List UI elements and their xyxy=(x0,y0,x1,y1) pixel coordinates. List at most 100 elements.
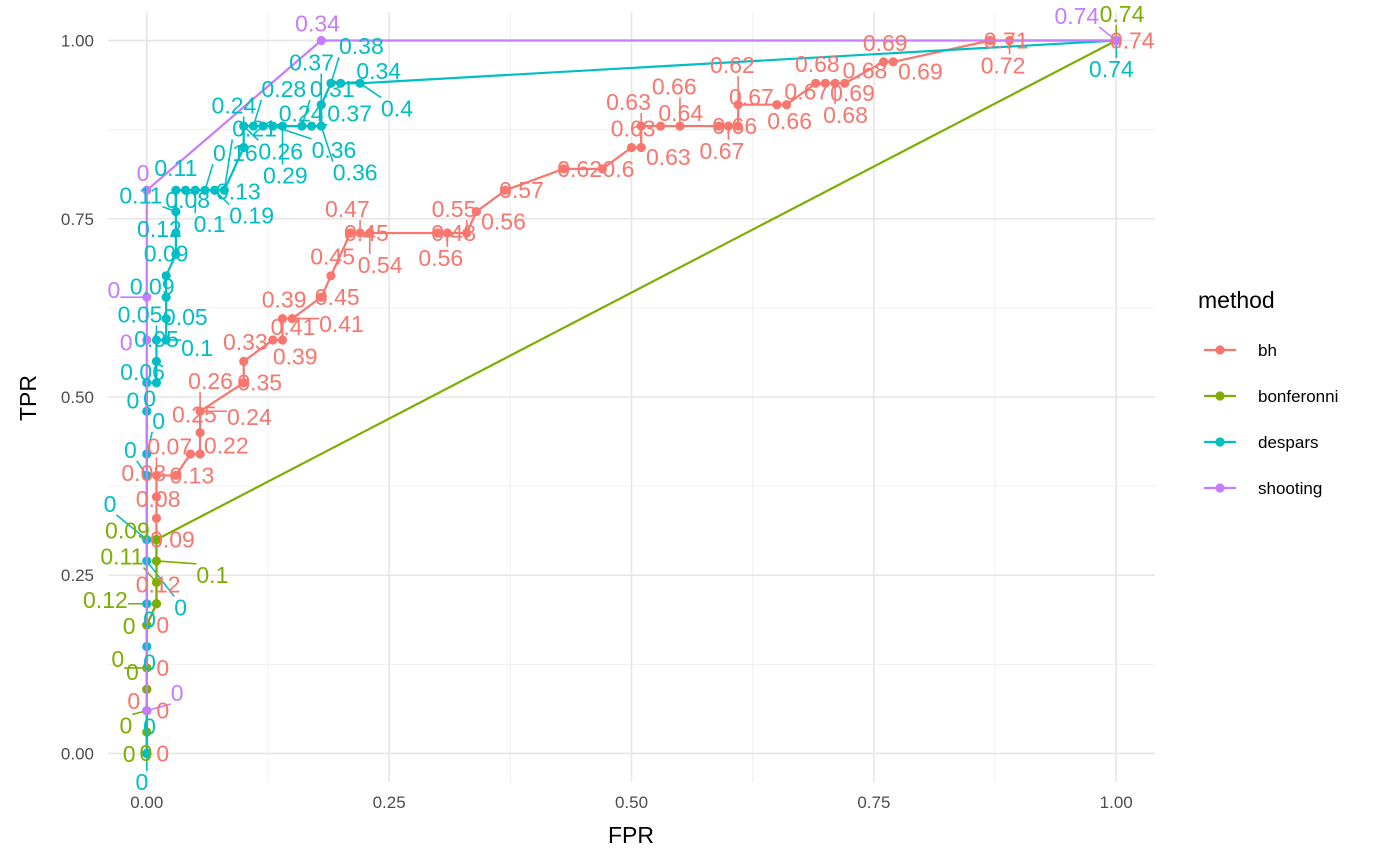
point-label: 0.34 xyxy=(295,10,340,36)
point-label: 0.37 xyxy=(289,50,334,76)
legend-item-bonferonni: bonferonni xyxy=(1204,387,1338,406)
data-point xyxy=(636,142,646,153)
data-point xyxy=(161,313,171,324)
point-label: 0.31 xyxy=(310,76,355,102)
series-line-shooting xyxy=(145,39,1117,711)
data-point xyxy=(151,492,162,502)
point-label: 0.05 xyxy=(134,326,179,352)
data-point xyxy=(151,378,162,388)
point-label: 0.54 xyxy=(358,252,403,278)
point-label: 0 xyxy=(137,160,150,186)
data-point xyxy=(277,121,288,131)
data-point xyxy=(142,335,152,345)
point-label: 0 xyxy=(126,388,139,414)
point-label: 0.62 xyxy=(710,52,755,78)
data-point xyxy=(210,185,220,195)
y-tick-label: 0.00 xyxy=(61,744,94,763)
y-axis-title: TPR xyxy=(15,375,41,421)
point-label: 0 xyxy=(127,688,140,714)
legend-key-point xyxy=(1215,345,1225,355)
data-point xyxy=(840,78,850,88)
point-label: 0.72 xyxy=(981,52,1026,78)
point-label: 0 xyxy=(135,769,148,795)
x-tick-label: 0.00 xyxy=(130,793,163,812)
point-label: 0.16 xyxy=(213,140,258,166)
legend-items: bh bonferonni despars shooting xyxy=(1204,341,1338,498)
legend: method bh bonferonni despars shooting xyxy=(1198,287,1338,498)
data-point xyxy=(239,142,249,153)
data-point xyxy=(151,556,162,566)
point-label: 0 xyxy=(123,613,136,639)
point-label: 0.63 xyxy=(611,115,656,141)
point-label: 0.26 xyxy=(188,368,233,394)
data-point xyxy=(462,228,472,238)
label-leader-line xyxy=(156,560,197,565)
point-label: 0.63 xyxy=(646,144,691,170)
data-point xyxy=(820,78,830,88)
x-tick-label: 0.25 xyxy=(373,793,406,812)
point-label: 0.25 xyxy=(172,401,217,427)
data-point xyxy=(248,121,259,131)
point-label: 0.69 xyxy=(863,30,908,56)
point-label: 0.74 xyxy=(1110,28,1155,54)
data-point xyxy=(239,378,249,388)
point-label: 0.19 xyxy=(229,203,274,229)
data-point xyxy=(277,313,288,324)
point-label: 0 xyxy=(126,659,139,685)
point-label: 0.37 xyxy=(327,101,372,127)
data-point xyxy=(171,249,181,260)
data-point xyxy=(306,121,317,131)
point-label: 0 xyxy=(156,740,169,766)
point-label: 0.48 xyxy=(431,220,476,246)
data-point xyxy=(471,207,481,217)
data-point xyxy=(258,121,268,131)
point-label: 0.06 xyxy=(120,359,165,385)
legend-item-despars: despars xyxy=(1204,433,1318,452)
point-label: 0 xyxy=(124,437,137,463)
point-label: 0.13 xyxy=(169,462,214,488)
point-label: 0.21 xyxy=(232,115,277,141)
point-label: 0.24 xyxy=(279,101,324,127)
data-point xyxy=(597,164,608,174)
point-label: 0.22 xyxy=(204,433,249,459)
point-label: 0.74 xyxy=(1100,1,1145,27)
point-label: 0 xyxy=(111,646,124,672)
point-label: 0 xyxy=(143,713,156,739)
data-point xyxy=(675,121,685,131)
data-point xyxy=(161,335,171,345)
data-point xyxy=(195,428,205,438)
data-point xyxy=(782,100,792,110)
point-label: 0.69 xyxy=(830,80,875,106)
data-point xyxy=(316,121,326,131)
point-label: 0 xyxy=(143,386,156,412)
point-label: 0 xyxy=(119,712,132,738)
data-point xyxy=(355,228,365,238)
point-label: 0.71 xyxy=(984,28,1029,54)
point-label: 0.12 xyxy=(137,216,182,242)
data-point xyxy=(326,271,336,281)
label-leader-line xyxy=(115,514,148,541)
data-point xyxy=(239,356,249,366)
label-leader-line xyxy=(320,125,334,162)
point-label: 0.6 xyxy=(602,156,634,182)
point-label: 0.05 xyxy=(118,301,163,327)
data-point xyxy=(195,406,205,416)
data-point xyxy=(171,207,181,217)
legend-label: bh xyxy=(1258,341,1277,360)
point-label: 0.36 xyxy=(333,160,378,186)
data-point xyxy=(626,142,637,153)
data-point xyxy=(171,185,181,195)
point-label: 0.11 xyxy=(154,155,197,181)
point-label: 0.74 xyxy=(1089,56,1134,82)
point-label: 0.26 xyxy=(258,138,303,164)
legend-key-point xyxy=(1215,437,1225,447)
data-point xyxy=(142,185,152,195)
legend-item-shooting: shooting xyxy=(1204,479,1322,498)
data-point xyxy=(142,292,152,302)
x-tick-label: 0.50 xyxy=(615,793,648,812)
point-label: 0.1 xyxy=(196,562,228,588)
point-label: 0.28 xyxy=(261,76,306,102)
data-point xyxy=(161,292,171,302)
data-point xyxy=(287,313,297,324)
